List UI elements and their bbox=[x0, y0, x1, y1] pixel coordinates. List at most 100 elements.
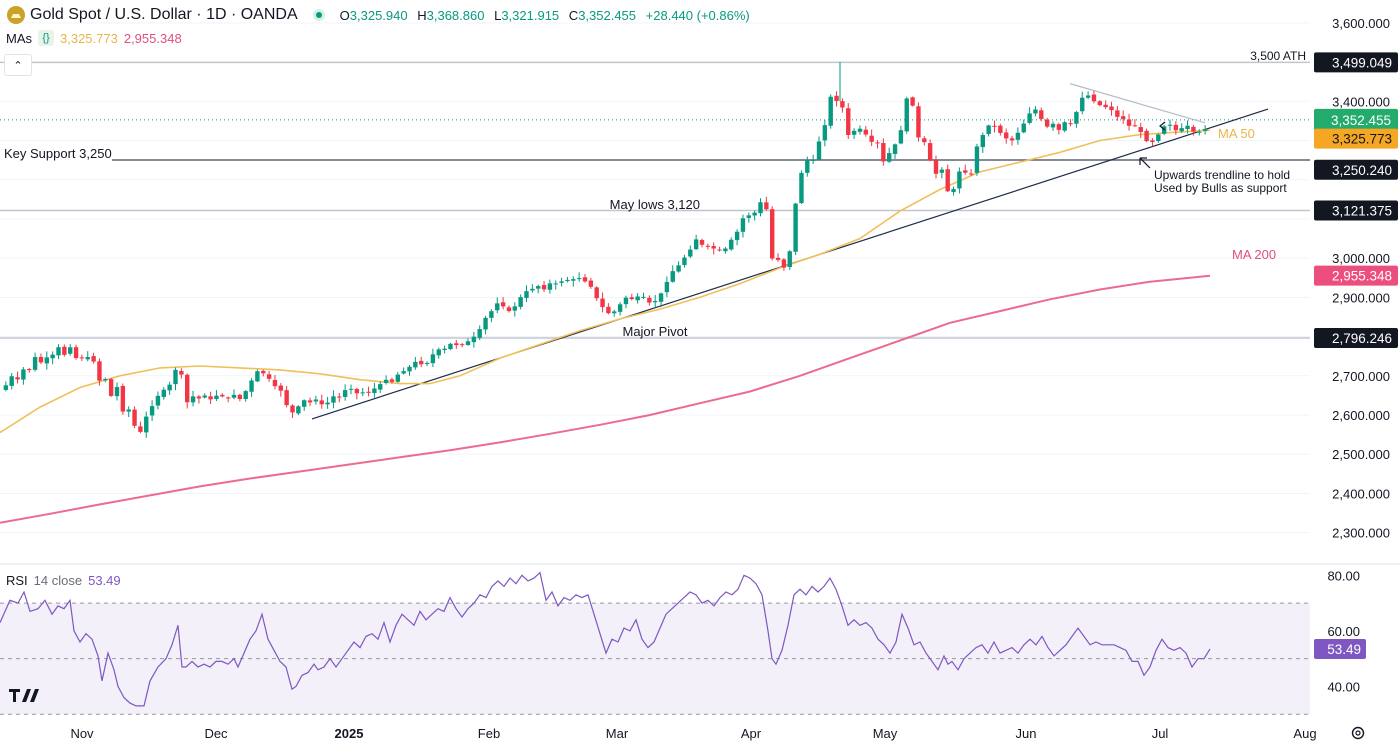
braces-icon[interactable]: {} bbox=[38, 30, 54, 46]
candle bbox=[559, 277, 564, 287]
candle-body bbox=[138, 426, 143, 432]
candle bbox=[459, 342, 465, 348]
candle-body bbox=[73, 347, 79, 359]
candle-body bbox=[933, 160, 939, 174]
candle bbox=[261, 369, 266, 377]
rsi-tick-label: 80.00 bbox=[1327, 568, 1360, 583]
candle-body bbox=[980, 134, 985, 148]
arrow-icon bbox=[1139, 157, 1151, 169]
candle bbox=[296, 405, 301, 416]
symbol-title[interactable]: Gold Spot / U.S. Dollar · 1D · OANDA bbox=[30, 6, 298, 23]
price-axis[interactable]: 3,600.000 3,400.000 3,000.000 2,900.000 2,70… bbox=[1327, 16, 1390, 695]
price-tag-ma50: 3,325.773 bbox=[1314, 128, 1398, 149]
candle bbox=[881, 138, 886, 166]
candle-body bbox=[571, 279, 576, 281]
rsi-label: RSI bbox=[6, 573, 28, 588]
candle bbox=[255, 369, 260, 383]
settings-gear-icon[interactable] bbox=[1351, 726, 1365, 740]
candle bbox=[1021, 119, 1026, 134]
candle-body bbox=[1039, 110, 1044, 119]
candle bbox=[1039, 107, 1044, 122]
candle-body bbox=[922, 138, 927, 143]
rsi-legend[interactable]: RSI 14 close 53.49 bbox=[6, 573, 121, 588]
gold-symbol-icon[interactable] bbox=[6, 5, 26, 25]
candle bbox=[249, 378, 254, 397]
candle-body bbox=[1202, 129, 1208, 131]
candle bbox=[506, 305, 512, 313]
candle bbox=[366, 386, 371, 397]
market-status-icon bbox=[312, 9, 325, 21]
candle bbox=[1044, 117, 1050, 129]
candle-body bbox=[155, 395, 161, 406]
candle-body bbox=[1080, 97, 1085, 112]
candle bbox=[1062, 121, 1067, 133]
candle-body bbox=[360, 392, 365, 394]
candle bbox=[963, 164, 968, 175]
candle-body bbox=[1109, 106, 1114, 111]
candle bbox=[810, 154, 816, 165]
candle-body bbox=[1115, 110, 1120, 117]
candle-body bbox=[313, 399, 319, 402]
price-tag-text: 3,499.049 bbox=[1332, 55, 1392, 70]
candle-body bbox=[992, 125, 997, 127]
ma-legend[interactable]: MAs {} 3,325.773 2,955.348 bbox=[6, 30, 182, 46]
candle bbox=[1185, 120, 1190, 134]
ma200-line bbox=[0, 274, 1211, 524]
candle bbox=[939, 167, 945, 179]
price-tick-label: 3,000.000 bbox=[1332, 251, 1390, 266]
candle bbox=[752, 210, 757, 221]
rsi-tick-label: 40.00 bbox=[1327, 679, 1360, 694]
candle bbox=[740, 214, 746, 238]
time-tick-label: Dec bbox=[204, 726, 228, 741]
candle bbox=[547, 279, 553, 294]
candle-body bbox=[389, 379, 395, 382]
candle bbox=[699, 238, 705, 248]
time-axis[interactable]: Nov Dec 2025 Feb Mar Apr May Jun Jul Aug bbox=[70, 726, 1316, 741]
candle bbox=[553, 280, 558, 290]
candle bbox=[413, 356, 418, 370]
time-tick-label: May bbox=[873, 726, 898, 741]
candle bbox=[869, 129, 874, 147]
candle-body bbox=[337, 396, 342, 398]
candle bbox=[916, 102, 921, 142]
candle bbox=[822, 119, 828, 147]
high-value: 3,368.860 bbox=[426, 7, 485, 23]
collapse-legend-button[interactable]: ⌃ bbox=[4, 54, 32, 76]
candle bbox=[27, 367, 32, 373]
candle-body bbox=[711, 246, 716, 249]
candle-body bbox=[454, 343, 459, 346]
candle bbox=[383, 375, 389, 385]
candle bbox=[834, 91, 839, 107]
candle-body bbox=[208, 396, 213, 400]
candle-body bbox=[758, 202, 763, 214]
candle bbox=[968, 168, 974, 176]
candle bbox=[436, 347, 441, 359]
candle-body bbox=[378, 384, 383, 390]
time-tick-label: Apr bbox=[741, 726, 762, 741]
candle bbox=[103, 377, 108, 383]
candle-body bbox=[746, 215, 751, 218]
candle-body bbox=[27, 369, 32, 371]
candle-body bbox=[705, 245, 711, 247]
price-tag-text: 3,121.375 bbox=[1332, 204, 1392, 219]
candle bbox=[395, 372, 400, 383]
candle-body bbox=[840, 101, 845, 108]
candle bbox=[1103, 100, 1108, 109]
candle-body bbox=[688, 249, 693, 257]
candle bbox=[524, 285, 529, 303]
candle bbox=[144, 411, 149, 438]
candle-body bbox=[1156, 134, 1161, 142]
candle-body bbox=[249, 380, 254, 392]
candle-body bbox=[103, 379, 108, 381]
candle-body bbox=[927, 143, 933, 161]
candle bbox=[372, 382, 377, 398]
candle-body bbox=[50, 354, 55, 359]
candle bbox=[38, 353, 44, 365]
price-tag-may_lows: 3,121.375 bbox=[1314, 200, 1398, 221]
candle-body bbox=[910, 97, 915, 106]
candle bbox=[62, 344, 67, 357]
candle bbox=[717, 246, 722, 252]
ohlc-values: O3,325.940 H3,368.860 L3,321.915 C3,352.… bbox=[334, 8, 750, 23]
candle bbox=[565, 276, 570, 283]
